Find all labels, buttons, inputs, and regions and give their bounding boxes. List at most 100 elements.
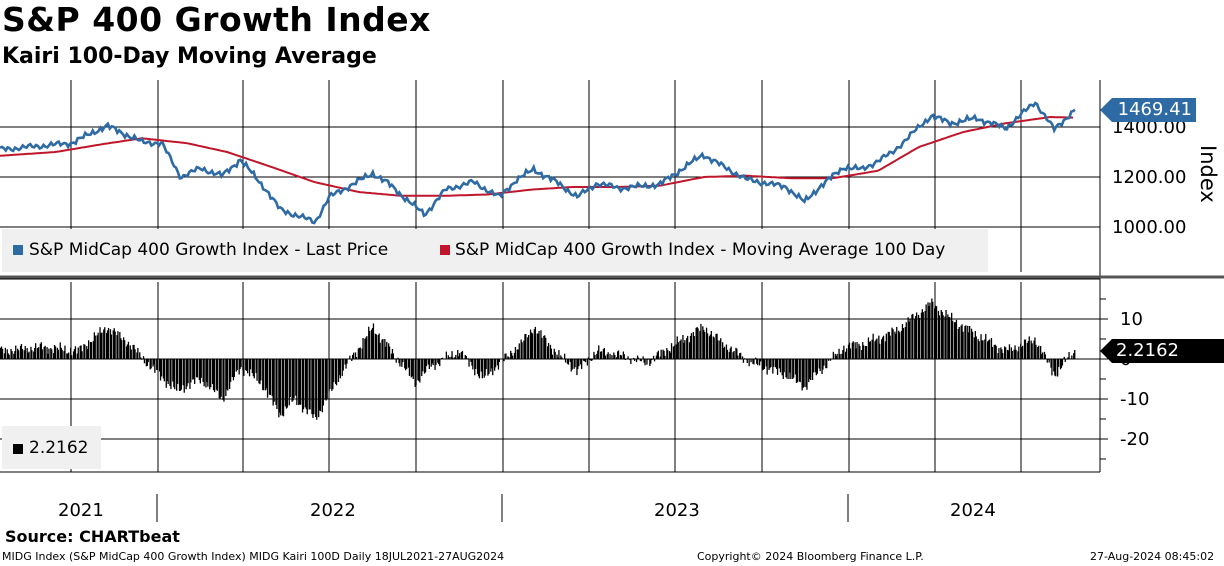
kairi-bar [593, 351, 595, 359]
kairi-bar [733, 351, 735, 359]
kairi-bar [318, 359, 320, 418]
kairi-bar [1053, 359, 1055, 372]
kairi-bar [10, 348, 12, 359]
kairi-bar [834, 353, 836, 359]
kairi-bar [242, 359, 244, 371]
kairi-bar [36, 348, 39, 359]
kairi-bar [1020, 343, 1022, 359]
kairi-bar [527, 337, 529, 359]
kairi-bar [935, 306, 938, 359]
kairi-bar [838, 348, 840, 359]
kairi-bar [867, 337, 870, 359]
kairi-bar [68, 352, 70, 359]
kairi-bar [576, 359, 578, 376]
kairi-bar [617, 350, 620, 359]
kairi-bar [273, 359, 275, 402]
kairi-bar [762, 359, 764, 370]
kairi-bar [672, 346, 675, 359]
kairi-bar [617, 351, 619, 359]
kairi-bar [673, 345, 676, 359]
kairi-bar [227, 359, 229, 391]
kairi-bar [494, 359, 497, 368]
kairi-bar [712, 336, 714, 359]
kairi-bar [759, 359, 762, 362]
kairi-bar [417, 359, 419, 381]
kairi-bar [879, 343, 881, 359]
kairi-bar [802, 359, 804, 388]
kairi-bar [703, 329, 705, 359]
kairi-bar [455, 354, 457, 359]
kairi-bar [97, 332, 99, 359]
kairi-bar [63, 351, 65, 359]
kairi-bar [331, 359, 333, 391]
kairi-bar [503, 359, 505, 362]
kairi-bar [114, 331, 116, 359]
kairi-bar [192, 359, 194, 380]
kairi-bar [543, 335, 545, 359]
kairi-bar [1071, 355, 1073, 359]
kairi-badge-arrow [1100, 339, 1112, 363]
kairi-bar [763, 359, 765, 369]
kairi-bar [243, 359, 245, 376]
kairi-bar [914, 319, 916, 359]
kairi-bar [194, 359, 196, 384]
kairi-bar [960, 325, 962, 359]
kairi-bar [899, 332, 901, 359]
kairi-bar [496, 359, 499, 366]
kairi-bar [212, 359, 214, 384]
kairi-bar [676, 336, 678, 359]
kairi-bar [1061, 359, 1064, 366]
kairi-bar [872, 333, 874, 359]
kairi-bar [990, 338, 993, 359]
kairi-bar [1030, 340, 1032, 359]
kairi-bar [425, 359, 428, 367]
kairi-bar [907, 317, 909, 359]
kairi-bar [862, 342, 864, 359]
kairi-bar [510, 350, 512, 359]
kairi-bar [957, 328, 959, 359]
kairi-bar [251, 359, 253, 374]
kairi-bar [905, 322, 907, 359]
kairi-bar [584, 359, 587, 363]
kairi-bar [951, 312, 953, 359]
kairi-bar [1051, 359, 1053, 376]
kairi-bar [130, 349, 132, 359]
kairi-bar [143, 359, 146, 364]
kairi-bar [752, 359, 754, 364]
kairi-bar [855, 348, 857, 359]
kairi-bar [634, 359, 636, 361]
kairi-bar [574, 359, 576, 368]
kairi-bar [1028, 336, 1030, 359]
kairi-bar [112, 330, 114, 359]
footer-security: MIDG Index (S&P MidCap 400 Growth Index)… [2, 550, 505, 563]
kairi-bar [994, 344, 996, 359]
kairi-bar [80, 345, 82, 359]
kairi-bar [233, 359, 235, 377]
kairi-bar [386, 341, 388, 359]
kairi-bar [480, 359, 482, 372]
kairi-bar [498, 359, 500, 362]
kairi-bar [847, 344, 850, 359]
kairi-bar [987, 340, 990, 359]
kairi-bar [591, 359, 593, 361]
kairi-bar [127, 341, 130, 359]
kairi-bar [642, 356, 644, 359]
kairi-bar [459, 353, 461, 359]
kairi-bar [149, 359, 151, 370]
kairi-bar [978, 341, 980, 359]
kairi-bar [836, 353, 838, 359]
kairi-bar [790, 359, 792, 379]
kairi-bar [44, 345, 46, 359]
kairi-last-badge: 2.2162 [1112, 339, 1224, 363]
kairi-bar [1010, 347, 1012, 359]
kairi-bar [247, 359, 249, 374]
kairi-bar [845, 351, 847, 359]
kairi-bar [583, 359, 586, 362]
kairi-bar [969, 326, 971, 359]
kairi-bar [814, 359, 817, 373]
kairi-bar [146, 359, 148, 366]
kairi-bar [1001, 349, 1003, 359]
kairi-bar [633, 357, 635, 359]
kairi-bar [1008, 344, 1011, 359]
kairi-bar [318, 359, 321, 411]
